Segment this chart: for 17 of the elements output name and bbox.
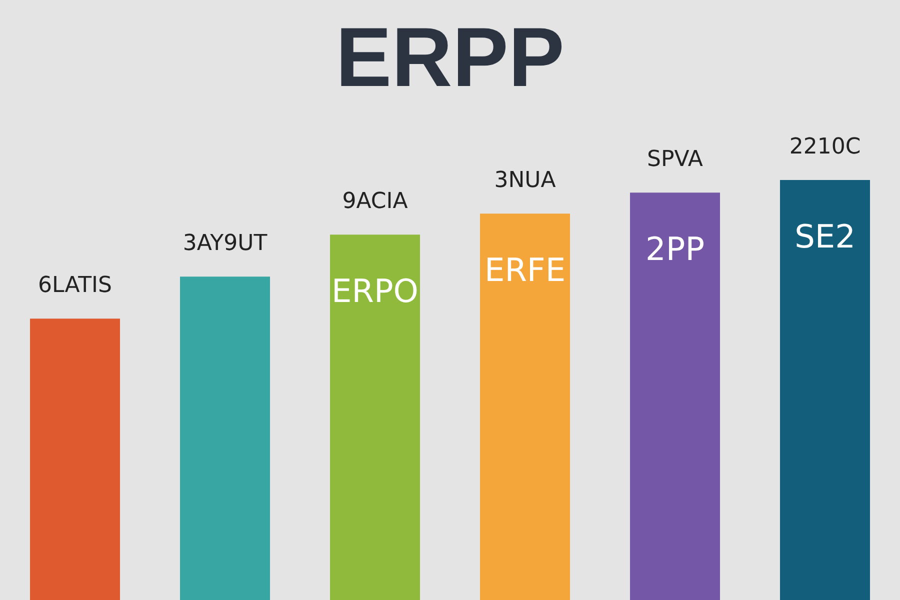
x-tick-label: 3AY9UT (182, 231, 268, 256)
annotation: ERPO (332, 272, 418, 310)
bar (330, 234, 420, 600)
annotation: ERFE (484, 251, 566, 290)
x-tick-label: 9ACIA (342, 189, 408, 214)
x-tick-label: SPVA (647, 147, 703, 172)
chart-title: ERPP (336, 10, 564, 104)
x-tick-label: 2210C (789, 134, 861, 160)
bar (780, 180, 870, 600)
bar (630, 192, 720, 600)
bar (480, 214, 570, 600)
bar (180, 276, 270, 600)
bar (30, 318, 120, 600)
annotation: SE2 (794, 218, 856, 256)
x-tick-label: 6LATIS (38, 273, 112, 298)
x-tick-label: 3NUA (494, 168, 556, 194)
annotation: 2PP (646, 230, 704, 268)
